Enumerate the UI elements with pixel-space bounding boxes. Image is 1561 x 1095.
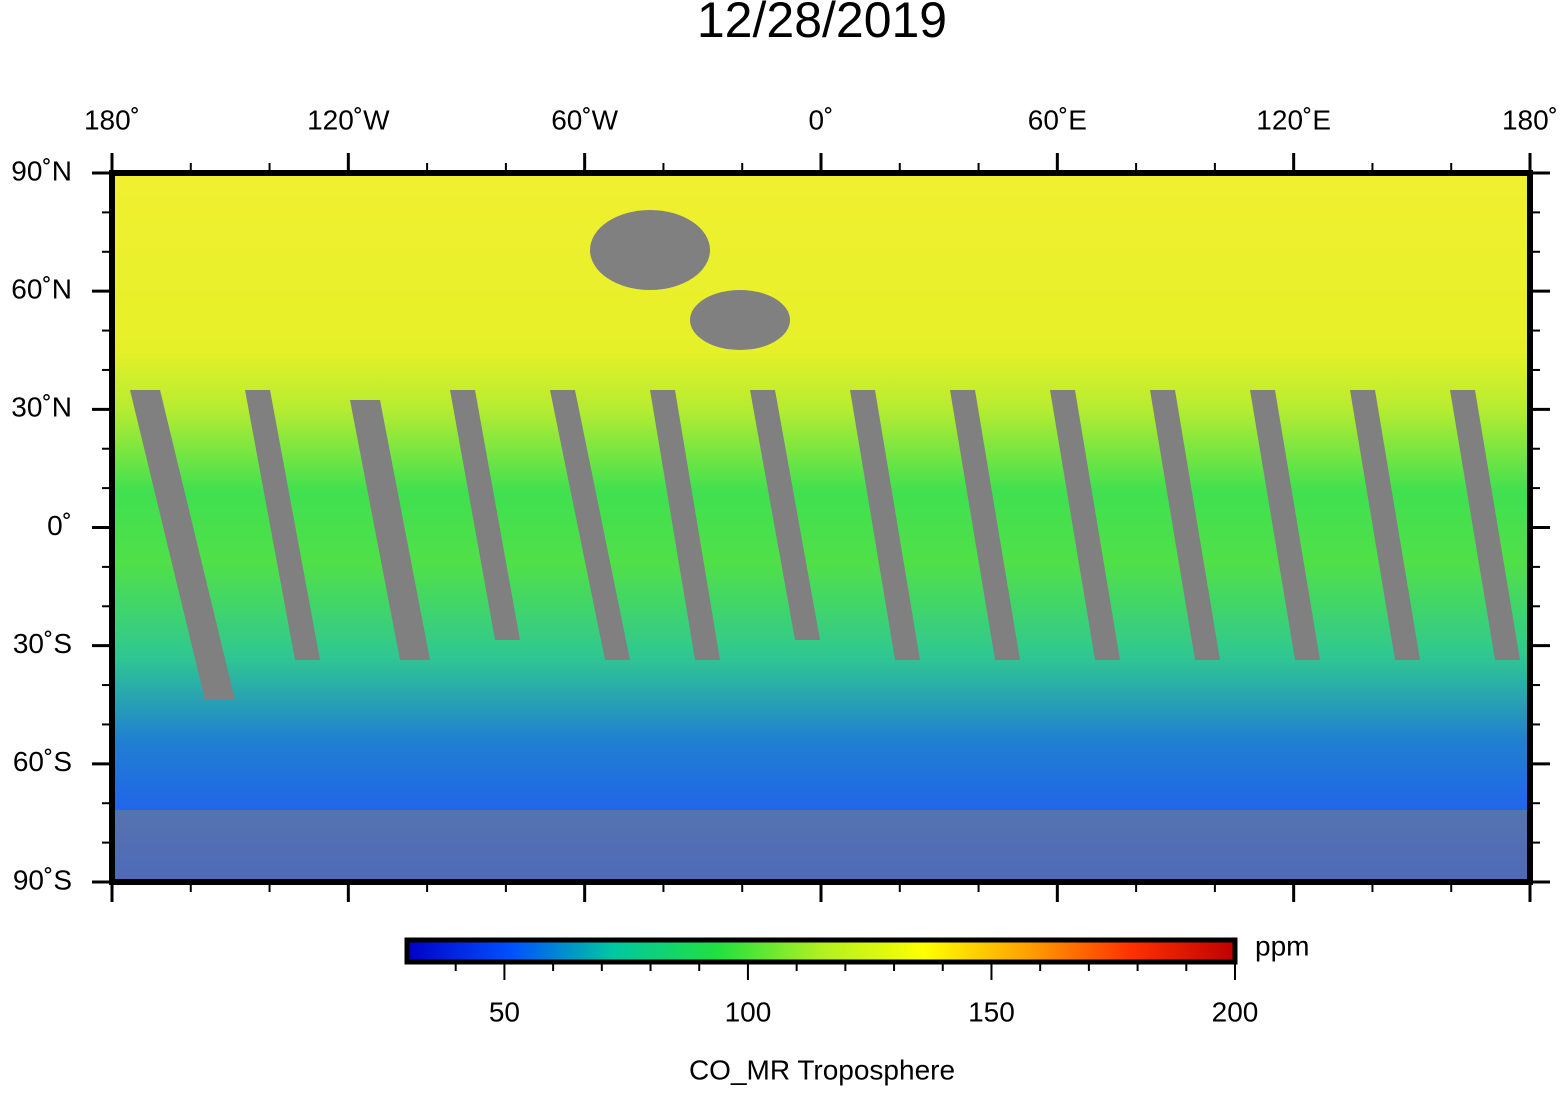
colorbar-tick-label: 150 [968, 996, 1015, 1027]
co-field [112, 173, 1530, 882]
colorbar-unit: ppm [1255, 930, 1309, 961]
lat-tick-label: 60˚N [11, 274, 72, 305]
lat-tick-label: 60˚S [13, 746, 72, 777]
orbit-gaps [112, 210, 1530, 882]
lon-tick-label: 0˚ [809, 104, 834, 135]
colorbar-tick-label: 50 [489, 996, 520, 1027]
title: 12/28/2019 [697, 0, 947, 48]
lat-tick-label: 0˚ [47, 510, 72, 541]
colorbar-label: CO_MR Troposphere [689, 1054, 955, 1085]
lat-tick-label: 30˚S [13, 628, 72, 659]
lon-tick-label: 60˚W [551, 104, 618, 135]
lon-tick-label: 120˚E [1256, 104, 1331, 135]
lat-tick-label: 90˚N [11, 155, 72, 186]
map-field [112, 173, 1530, 882]
colorbar-tick-label: 100 [725, 996, 772, 1027]
lat-tick-label: 90˚S [13, 864, 72, 895]
lon-tick-label: 180˚ [84, 104, 140, 135]
lon-tick-label: 180˚ [1502, 104, 1558, 135]
colorbar-tick-label: 200 [1212, 996, 1259, 1027]
lon-tick-label: 120˚W [307, 104, 390, 135]
axes: 180˚ 120˚W 60˚W 0˚ 60˚E 120˚E 180˚ 90˚N 60˚N 30˚N… [11, 104, 1558, 902]
colorbar [404, 937, 1238, 965]
lat-tick-label: 30˚N [11, 392, 72, 423]
lon-tick-label: 60˚E [1028, 104, 1087, 135]
